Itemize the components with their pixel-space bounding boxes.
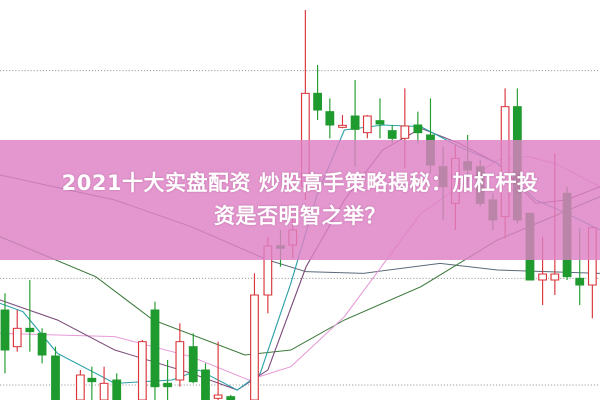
candle-body bbox=[87, 377, 97, 383]
candle-body bbox=[575, 277, 585, 286]
candle-body bbox=[175, 341, 185, 381]
candle-body bbox=[99, 382, 109, 400]
candle-body bbox=[201, 369, 210, 400]
candle-body bbox=[112, 379, 122, 400]
title-line-1: 2021十大实盘配资 炒股高手策略揭秘：加杠杆投 bbox=[61, 171, 539, 195]
candle-body bbox=[313, 92, 323, 111]
candle-body bbox=[387, 130, 397, 139]
candle-body bbox=[150, 309, 160, 388]
candle-body bbox=[362, 115, 372, 134]
title-banner: 2021十大实盘配资 炒股高手策略揭秘：加杠杆投 资是否明智之举？ bbox=[0, 140, 600, 260]
candle-body bbox=[400, 125, 410, 139]
candle-body bbox=[325, 111, 335, 126]
candle-body bbox=[25, 327, 35, 333]
candle-body bbox=[163, 382, 173, 388]
title-line-2: 资是否明智之举？ bbox=[214, 204, 386, 228]
candle-body bbox=[413, 124, 423, 134]
candle-body bbox=[188, 346, 198, 383]
candle-body bbox=[75, 374, 85, 400]
candle-body bbox=[250, 294, 259, 400]
candle-body bbox=[37, 332, 47, 356]
candle-body bbox=[538, 273, 548, 281]
candle-body bbox=[213, 394, 223, 399]
candle-body bbox=[350, 115, 360, 130]
candle-body bbox=[226, 396, 236, 400]
candle-body bbox=[550, 273, 560, 281]
candle-body bbox=[12, 327, 22, 348]
candle-body bbox=[137, 341, 147, 400]
candle-body bbox=[0, 309, 10, 351]
candle-body bbox=[338, 124, 347, 128]
candle-body bbox=[375, 120, 385, 125]
candle-body bbox=[51, 355, 60, 400]
